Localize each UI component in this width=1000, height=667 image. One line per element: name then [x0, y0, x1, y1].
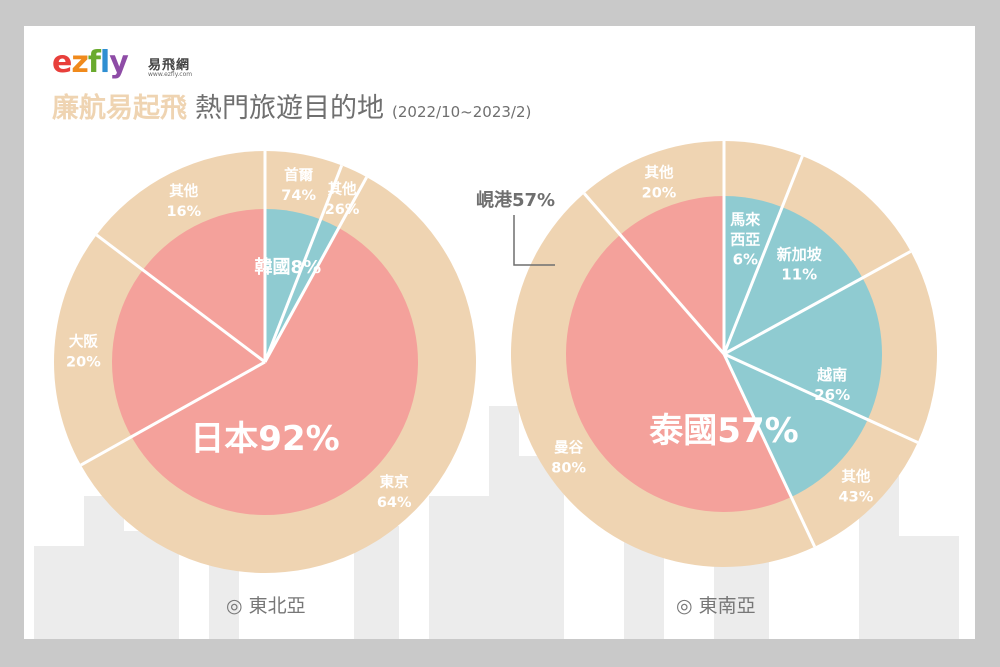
inner-label: 越南 26% — [814, 366, 850, 404]
segment-divider — [80, 360, 266, 467]
logo-letter: y — [109, 45, 129, 80]
ezfly-logo: ezfly 易飛網 www.ezfly.com — [52, 45, 192, 82]
page-title: 廉航易起飛 熱門旅遊目的地 (2022/10~2023/2) — [52, 92, 531, 129]
infographic-card: ezfly 易飛網 www.ezfly.com 廉航易起飛 熱門旅遊目的地 (202… — [24, 26, 975, 639]
logo-letter: e — [52, 45, 72, 80]
logo-url: www.ezfly.com — [148, 71, 193, 78]
outer-label: 首爾 74% — [281, 166, 316, 204]
segment-divider — [95, 233, 266, 364]
main-segment-label: 日本92% — [190, 419, 339, 459]
segment-divider — [723, 352, 919, 444]
title-accent: 廉航易起飛 — [52, 93, 187, 124]
title-period: (2022/10~2023/2) — [392, 103, 532, 121]
logo-chinese-name: 易飛網 — [148, 58, 191, 73]
segment-divider — [722, 353, 817, 548]
northeast-asia-caption: ◎ 東北亞 — [226, 595, 306, 617]
outer-label: 曼谷 80% — [551, 439, 586, 476]
southeast-asia-caption: ◎ 東南亞 — [676, 595, 756, 617]
northeast-asia-chart: 東京 64% 大阪 20% 其他 16% 首爾 74% 其他 26% 日本92% 韓國8% — [53, 151, 477, 574]
charts: 東京 64% 大阪 20% 其他 16% 首爾 74% 其他 26% 日本92% 韓國8% 曼谷 80%… — [53, 141, 938, 574]
title-main: 熱門旅遊目的地 — [195, 93, 384, 124]
danang-callout-name: 峴港 — [476, 190, 512, 211]
segment-divider — [263, 176, 368, 363]
segment-divider — [583, 192, 726, 355]
outer-label: 其他 20% — [642, 163, 677, 201]
logo-letter: f — [87, 45, 101, 80]
danang-callout: 峴港57% — [476, 186, 555, 212]
main-segment-label: 泰國57% — [649, 411, 798, 451]
inner-segment — [265, 209, 339, 362]
outer-label: 其他 43% — [839, 467, 874, 505]
inner-segment — [566, 196, 792, 512]
inner-label: 韓國8% — [255, 256, 322, 278]
danang-callout-leader — [513, 215, 555, 266]
inner-label: 馬來西亞 6% — [730, 210, 760, 268]
danang-callout-value: 57% — [512, 190, 556, 211]
segment-divider — [263, 164, 344, 363]
inner-segment — [724, 207, 863, 354]
outer-label: 大阪 20% — [66, 333, 101, 371]
segment-divider — [722, 155, 804, 355]
logo-letter: l — [99, 45, 110, 80]
outer-label: 其他 26% — [325, 180, 360, 218]
outer-label: 其他 16% — [166, 182, 201, 220]
inner-label: 新加坡 11% — [777, 246, 822, 284]
logo-letter: z — [71, 45, 88, 80]
outer-label: 東京 64% — [377, 473, 412, 511]
segment-divider — [723, 250, 912, 356]
southeast-asia-chart: 曼谷 80% 其他 20% 其他 43% 泰國57% 越南 26% 新加坡 11% 馬來西亞 6% — [511, 141, 938, 567]
